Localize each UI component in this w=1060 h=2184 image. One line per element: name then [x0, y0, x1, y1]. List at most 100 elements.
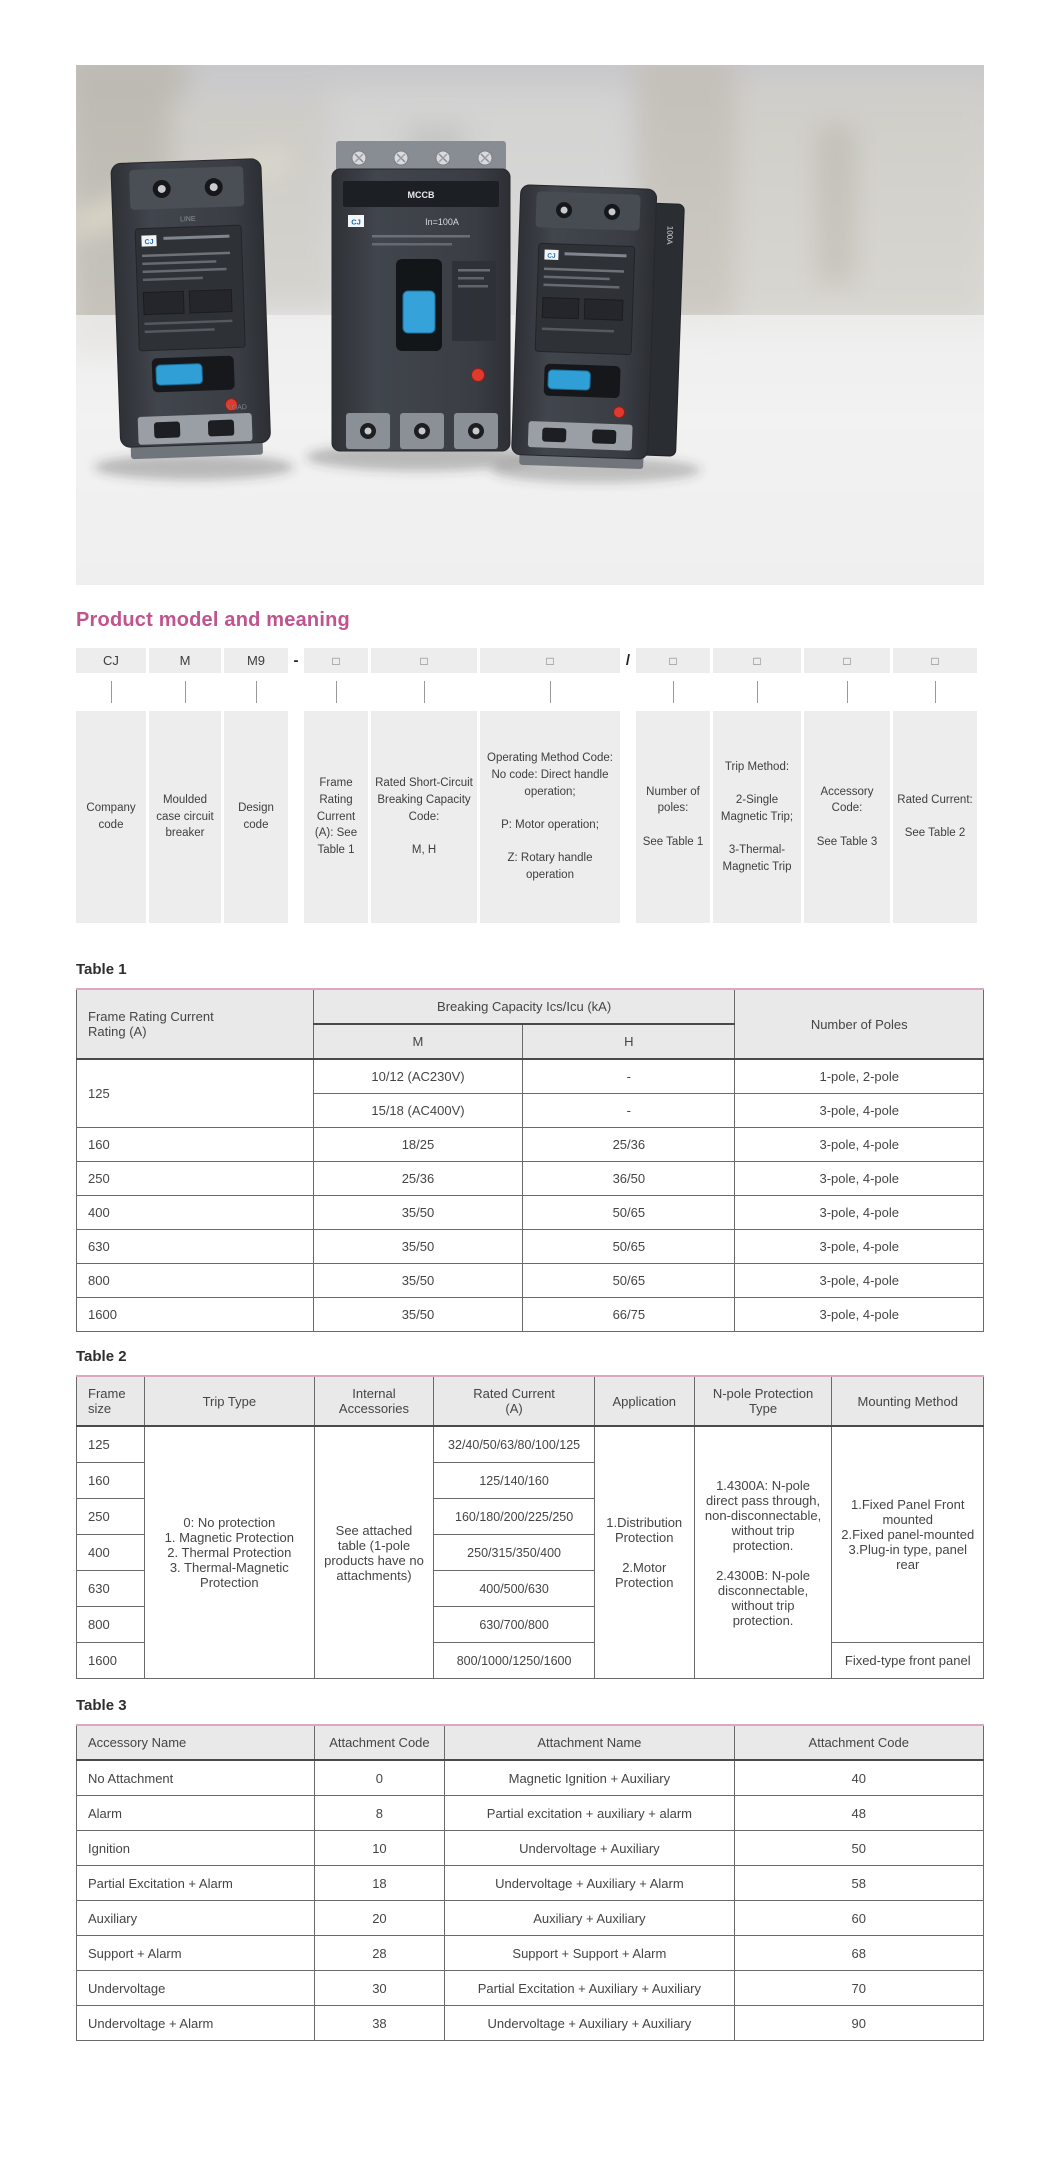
- desc-design-code: Design code: [224, 711, 288, 923]
- table-row: 250 25/36 36/50 3-pole, 4-pole: [76, 1161, 984, 1196]
- breaker-left: LINE CJ LOAD: [110, 158, 271, 460]
- desc-breaking-capacity: Rated Short-Circuit Breaking Capacity Co…: [371, 711, 477, 923]
- npole-protection-cell: 1.4300A: N-pole direct pass through, non…: [693, 1425, 833, 1679]
- table2-frame-specifications: Frame size Trip Type Internal Accessorie…: [75, 1375, 984, 1679]
- table-row: Undervoltage + Alarm 38 Undervoltage + A…: [76, 2005, 985, 2041]
- trip-type-cell: 0: No protection 1. Magnetic Protection …: [144, 1425, 315, 1679]
- table1-header-breaking: Breaking Capacity Ics/Icu (kA): [312, 988, 736, 1025]
- toggle-handle-center: [402, 290, 436, 334]
- table-row: 125 10/12 (AC230V) - 1-pole, 2-pole: [76, 1058, 984, 1128]
- mccb-label: MCCB: [408, 190, 435, 200]
- desc-operating-method: Operating Method Code: No code: Direct h…: [480, 711, 620, 923]
- table3-header-code1: Attachment Code: [313, 1724, 446, 1761]
- page-title: Product model and meaning: [76, 609, 350, 631]
- table2-header-trip: Trip Type: [144, 1375, 315, 1427]
- table3-header-accessory: Accessory Name: [76, 1724, 315, 1761]
- table-row: 400 250/315/350/400: [75, 1534, 984, 1571]
- connector-line: [304, 678, 368, 706]
- table1-caption: Table 1: [76, 961, 127, 978]
- test-button-right: [613, 406, 626, 419]
- table2-header-internal: Internal Accessories: [313, 1375, 435, 1427]
- table2-header-rated: Rated Current (A): [433, 1375, 595, 1427]
- table2-header-mounting: Mounting Method: [831, 1375, 984, 1427]
- connector-line: [893, 678, 977, 706]
- table-row: 1600 35/50 66/75 3-pole, 4-pole: [76, 1297, 984, 1332]
- desc-company-code: Company code: [76, 711, 146, 923]
- desc-mccb: Moulded case circuit breaker: [149, 711, 221, 923]
- connector-line: [636, 678, 710, 706]
- slash-separator: /: [625, 652, 631, 669]
- table-row: 400 35/50 50/65 3-pole, 4-pole: [76, 1195, 984, 1230]
- table3-header-name: Attachment Name: [444, 1724, 735, 1761]
- rating-label-center: In=100A: [425, 217, 459, 227]
- code-design: M9: [224, 648, 288, 673]
- table1-subheader-m: M: [312, 1023, 524, 1060]
- breaker-center: MCCB CJ In=100A: [331, 141, 511, 452]
- toggle-handle-left: [155, 363, 203, 386]
- rating-label-right: 100A: [665, 226, 675, 246]
- table-row: Ignition 10 Undervoltage + Auxiliary 50: [76, 1830, 985, 1866]
- table-row: Support + Alarm 28 Support + Support + A…: [76, 1935, 985, 1971]
- table3-accessory-codes: Accessory Name Attachment Code Attachmen…: [76, 1724, 985, 2041]
- toggle-handle-right: [547, 369, 591, 391]
- mounting-method-cell: 1.Fixed Panel Front mounted 2.Fixed pane…: [831, 1425, 984, 1643]
- table-row: 630 400/500/630: [75, 1570, 984, 1607]
- table1-frame-breaking-capacity: Frame Rating Current Rating (A) Breaking…: [76, 988, 984, 1332]
- table-row: 15/18 (AC400V) - 3-pole, 4-pole: [77, 1093, 984, 1128]
- code-frame-box: □: [304, 648, 368, 673]
- desc-accessory-code: Accessory Code: See Table 3: [804, 711, 890, 923]
- dash-separator: -: [293, 652, 299, 669]
- table1-header-frame: Frame Rating Current Rating (A): [76, 988, 314, 1060]
- code-poles-box: □: [636, 648, 710, 673]
- desc-frame-rating: Frame Rating Current (A): See Table 1: [304, 711, 368, 923]
- connector-line: [149, 678, 221, 706]
- load-label: LOAD: [228, 404, 247, 412]
- connector-line: [713, 678, 801, 706]
- test-button-left: [224, 398, 238, 412]
- internal-accessories-cell: See attached table (1-pole products have…: [313, 1425, 435, 1679]
- code-operating-box: □: [480, 648, 620, 673]
- connector-line: [804, 678, 890, 706]
- product-photo: LINE CJ LOAD: [76, 65, 984, 585]
- line-label: LINE: [180, 216, 196, 224]
- table3-caption: Table 3: [76, 1697, 127, 1714]
- table-row: 160 18/25 25/36 3-pole, 4-pole: [76, 1127, 984, 1162]
- table-row: 800 630/700/800: [75, 1606, 984, 1643]
- connector-line: [224, 678, 288, 706]
- table1-subheader-h: H: [522, 1023, 736, 1060]
- table2-header-npole: N-pole Protection Type: [693, 1375, 833, 1427]
- table-row: 125 0: No protection 1. Magnetic Protect…: [75, 1425, 984, 1679]
- table-row: 250 160/180/200/225/250: [75, 1498, 984, 1535]
- table2-header-application: Application: [593, 1375, 695, 1427]
- model-code-diagram: CJ M M9 - □ □ □ / □ □ □ □ Company code M…: [76, 648, 984, 923]
- table2-header-frame: Frame size: [75, 1375, 146, 1427]
- connector-line: [480, 678, 620, 706]
- table-row: 1600 800/1000/1250/1600 Fixed-type front…: [75, 1642, 984, 1679]
- code-trip-box: □: [713, 648, 801, 673]
- test-button-center: [471, 368, 485, 382]
- table-row: 800 35/50 50/65 3-pole, 4-pole: [76, 1263, 984, 1298]
- connector-line: [76, 678, 146, 706]
- code-company: CJ: [76, 648, 146, 673]
- brand-logo-left: CJ: [144, 239, 153, 246]
- brand-logo-center: CJ: [351, 218, 361, 227]
- table-row: Auxiliary 20 Auxiliary + Auxiliary 60: [76, 1900, 985, 1936]
- table-row: Alarm 8 Partial excitation + auxiliary +…: [76, 1795, 985, 1831]
- table3-header-code2: Attachment Code: [733, 1724, 985, 1761]
- breaker-right: 100A CJ: [511, 184, 685, 469]
- desc-rated-current: Rated Current: See Table 2: [893, 711, 977, 923]
- brand-logo-right: CJ: [547, 253, 556, 260]
- content: LINE CJ LOAD: [75, 65, 985, 2041]
- breakers-illustration: LINE CJ LOAD: [76, 65, 984, 585]
- table-row: 630 35/50 50/65 3-pole, 4-pole: [76, 1229, 984, 1264]
- desc-number-of-poles: Number of poles: See Table 1: [636, 711, 710, 923]
- code-rated-box: □: [893, 648, 977, 673]
- desc-trip-method: Trip Method: 2-Single Magnetic Trip; 3-T…: [713, 711, 801, 923]
- table2-caption: Table 2: [76, 1348, 127, 1365]
- code-accessory-box: □: [804, 648, 890, 673]
- table-row: No Attachment 0 Magnetic Ignition + Auxi…: [76, 1759, 985, 1796]
- table-row: Partial Excitation + Alarm 18 Undervolta…: [76, 1865, 985, 1901]
- code-mccb: M: [149, 648, 221, 673]
- table1-header-poles: Number of Poles: [734, 988, 984, 1060]
- mounting-method-last-cell: Fixed-type front panel: [831, 1642, 984, 1679]
